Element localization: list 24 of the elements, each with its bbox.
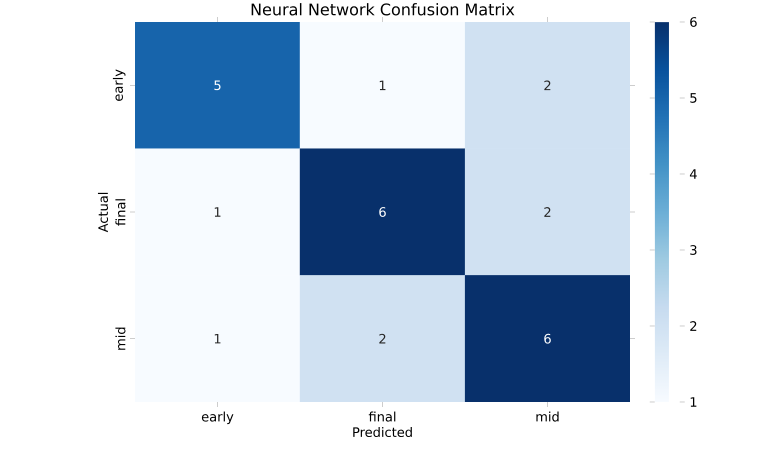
- color-bar-label: 1: [690, 397, 696, 407]
- color-bar-label: 6: [690, 17, 697, 27]
- data-label: 5: [214, 80, 221, 90]
- data-label: 2: [544, 207, 550, 217]
- data-label: 1: [214, 334, 220, 344]
- y-axis-title: Actual: [98, 192, 108, 232]
- data-label: 1: [214, 207, 220, 217]
- x-tick-label: early: [202, 412, 234, 424]
- x-tick-label: mid: [536, 412, 559, 422]
- color-bar-label: 4: [690, 169, 697, 179]
- data-label: 1: [380, 80, 386, 90]
- chart-title: Neural Network Confusion Matrix: [252, 3, 514, 16]
- y-tick-label: final: [115, 199, 126, 226]
- x-tick-label: final: [368, 412, 396, 422]
- data-label: 6: [544, 334, 551, 344]
- x-axis-title: Predicted: [353, 426, 412, 438]
- y-tick-label: early: [112, 69, 126, 101]
- color-bar-label: 3: [690, 245, 697, 255]
- data-label: 6: [379, 207, 386, 217]
- data-label: 2: [544, 80, 550, 90]
- color-bar-label: 2: [690, 321, 696, 331]
- data-label: 2: [379, 334, 386, 344]
- y-tick-label: mid: [115, 328, 126, 350]
- color-bar-label: 5: [690, 93, 696, 103]
